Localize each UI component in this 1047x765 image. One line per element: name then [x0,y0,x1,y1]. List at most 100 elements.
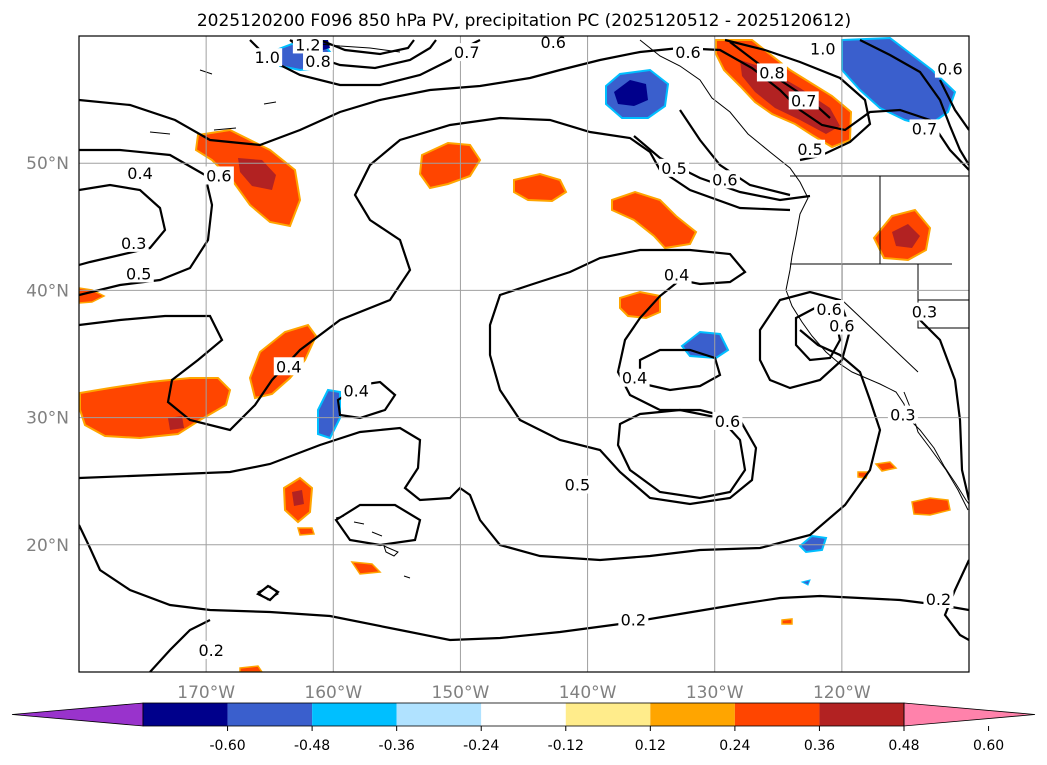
contour-label: 1.0 [254,48,279,67]
contour-label: 1.0 [810,39,835,58]
pv-contour-line [79,329,882,562]
precip-positive-area [874,461,898,472]
colorbar-swatch [312,703,397,726]
contour-label-background [619,368,650,387]
contour-label-background [273,357,304,376]
colorbar-swatch [143,703,228,726]
pv-contour-line [334,503,422,547]
contour-label: 0.5 [661,159,686,178]
precip-negative-area [800,579,811,586]
contour-label: 0.7 [791,91,816,110]
colorbar-tick-label: 0.24 [719,738,750,754]
contour-label: 0.5 [565,476,590,495]
colorbar-frame [142,702,905,727]
contour-label: 0.6 [541,33,566,52]
colorbar-tick-label: -0.12 [548,738,584,754]
contour-label: 0.6 [715,412,740,431]
precip-positive-area [513,172,568,203]
contour-label-background [673,43,704,62]
latitude-tick-label: 20°N [26,536,69,556]
pv-contour-line [724,38,872,162]
contour-label-background [252,48,283,67]
contour-label-background [123,264,154,283]
contour-label-background [451,43,482,62]
colorbar-swatch [819,703,904,726]
precip-positive-area [79,377,232,440]
contour-label: 0.2 [926,590,951,609]
contour-label: 0.7 [454,43,479,62]
precip-strong-area [292,490,304,506]
longitude-tick-label: 170°W [177,683,235,703]
longitude-axis: 170°W 160°W 150°W 140°W 130°W 120°W [177,683,871,703]
contour-label-background [934,59,965,78]
map-frame [78,35,970,673]
precip-strong-area [238,158,276,190]
contour-label: 0.3 [912,303,937,322]
precip-positive-area [79,287,106,304]
contour-label: 0.4 [127,164,152,183]
contour-label: 0.5 [797,140,822,159]
contour-label-background [618,610,649,629]
contour-label-background [341,381,372,400]
contour-label: 0.6 [937,60,962,79]
precip-positive-area [781,618,793,625]
precip-positive-area [418,141,482,190]
precip-strong-area [892,224,920,248]
precip-positive-area [350,561,382,575]
contour-label-background [909,302,940,321]
contour-label-background [118,233,149,252]
precip-positive-area [611,190,698,250]
contour-label: 0.4 [276,357,301,376]
longitude-tick-label: 140°W [559,683,617,703]
pv-contour-line [859,39,969,166]
contour-label: 0.7 [912,119,937,138]
contour-label-background [203,166,234,185]
contour-label-background [826,316,857,335]
contour-label-background [756,63,787,82]
precip-strongly-negative-area [614,80,648,106]
contour-label-background [659,158,690,177]
alaska-islands [149,39,401,135]
colorbar-swatch [227,703,313,726]
colorbar-tick-label: -0.36 [379,738,415,754]
precip-strong-area [168,416,184,430]
contour-label: 0.6 [712,170,737,189]
pv-contour-line [255,584,280,602]
contour-label: 0.2 [199,641,224,660]
contour-label-background [887,405,918,424]
pv-contour-line [79,148,214,297]
latitude-axis: 50°N 40°N 30°N 20°N [26,154,69,556]
pv-contour-line [79,116,791,432]
pv-contour-line [679,109,791,197]
colorbar-tick-label: -0.24 [463,738,499,754]
contour-label: 0.8 [305,52,330,71]
contour-label: 0.4 [622,369,647,388]
gridlines [79,36,969,672]
pv-contour-line [319,38,415,56]
contour-label-background [795,139,826,158]
pv-contour-line [79,183,167,267]
contour-label: 0.5 [126,264,151,283]
coastlines [149,39,969,601]
pv-contour-line [79,46,969,171]
contour-label-background [661,265,692,284]
contour-label-background [292,35,323,54]
contour-label-background [125,163,156,182]
precip-positive-area [911,497,951,516]
contour-label: 0.6 [829,317,854,336]
contour-label: 0.2 [621,610,646,629]
colorbar-tick-label: 0.48 [888,738,919,754]
pv-contour-line [79,524,969,642]
pv-contour-line [943,559,969,641]
contour-label: 0.8 [759,63,784,82]
contour-label-background [709,170,740,189]
colorbar-swatch [734,703,820,726]
colorbar: -0.60 -0.48 -0.36 -0.24 -0.12 0.12 0.24 0.36 0.4… [11,702,1036,754]
colorbar-extend-high [903,702,1036,727]
contour-label: 0.3 [121,234,146,253]
contour-labels: 1.21.0 0.8 0.70.60.6 1.00.80.70.50.60.70.50… [118,32,965,660]
longitude-tick-label: 160°W [304,683,362,703]
colorbar-swatch [481,703,566,726]
contour-label: 0.6 [675,43,700,62]
